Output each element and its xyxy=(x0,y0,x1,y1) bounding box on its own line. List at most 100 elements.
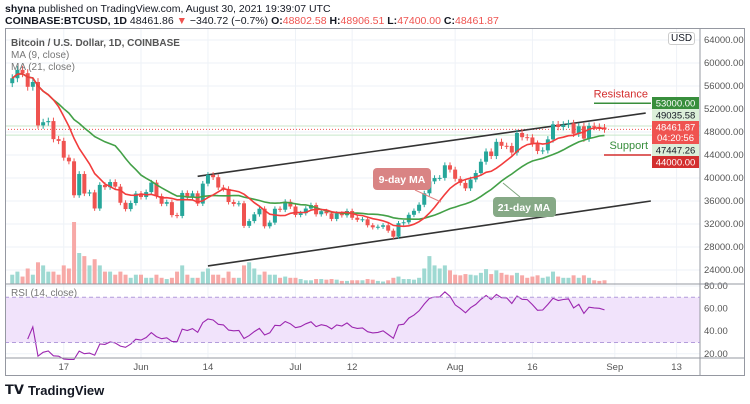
volume-bar xyxy=(365,279,370,284)
candle-body xyxy=(175,215,180,217)
volume-bar xyxy=(391,277,396,284)
rsi-tick-label: 80.00 xyxy=(704,281,728,292)
volume-bar xyxy=(61,265,66,284)
rsi-legend[interactable]: RSI (14, close) xyxy=(11,288,77,299)
volume-bar xyxy=(159,277,164,284)
volume-bar xyxy=(252,268,257,284)
volume-bar xyxy=(128,277,133,284)
volume-bar xyxy=(525,277,530,284)
low-value: 47400.00 xyxy=(397,15,441,27)
candle-body xyxy=(205,174,210,184)
candle-body xyxy=(587,125,592,139)
x-tick-label: Jul xyxy=(289,362,301,373)
ma9-pointer xyxy=(414,189,442,203)
published-text: published on TradingView.com, August 30,… xyxy=(38,3,331,15)
candles xyxy=(10,65,607,239)
candle-body xyxy=(139,193,143,197)
volume-bar xyxy=(221,277,226,284)
candle-body xyxy=(448,165,452,170)
candle-body xyxy=(41,122,46,126)
candle-body xyxy=(365,219,370,226)
ma21-legend[interactable]: MA (21, close) xyxy=(11,62,75,73)
volume-bar xyxy=(278,277,283,284)
candle-body xyxy=(437,177,442,179)
price-tick-label: 32000.00 xyxy=(704,219,744,230)
volume-bar xyxy=(587,277,592,284)
x-tick-label: 16 xyxy=(527,362,538,373)
candle-body xyxy=(489,151,494,157)
price-tick-label: 52000.00 xyxy=(704,104,744,115)
candle-body xyxy=(360,219,365,221)
price-tag xyxy=(652,156,699,168)
candle-body xyxy=(298,213,303,215)
volume-bar xyxy=(205,268,210,284)
candle-body xyxy=(478,161,483,173)
volume-bar xyxy=(489,274,494,284)
ma21-callout xyxy=(493,197,556,217)
volume-bar xyxy=(597,280,602,284)
volume-bar xyxy=(448,270,452,284)
currency-badge[interactable]: USD xyxy=(668,32,696,45)
volume-bar xyxy=(406,279,411,284)
price-tag-value: 48461.87 xyxy=(656,123,696,134)
volume-bar xyxy=(417,277,422,284)
candle-body xyxy=(504,145,509,147)
volume-bar xyxy=(381,281,386,284)
price-tick-label: 28000.00 xyxy=(704,242,744,253)
candle-body xyxy=(92,192,97,209)
x-tick-label: Sep xyxy=(606,362,623,373)
volume-bar xyxy=(545,276,550,284)
volume-bar xyxy=(401,279,406,284)
candle-body xyxy=(66,157,71,162)
candle-body xyxy=(334,213,339,219)
candle-body xyxy=(185,192,190,198)
volume-bar xyxy=(298,279,303,284)
candle-body xyxy=(396,223,401,237)
price-tag-value: 49035.58 xyxy=(656,111,696,122)
volume-bar xyxy=(267,274,272,284)
candle-body xyxy=(72,161,77,196)
x-tick-label: 12 xyxy=(347,362,358,373)
x-tick-label: Aug xyxy=(447,362,464,373)
candle-body xyxy=(411,210,416,215)
volume-bar xyxy=(242,265,246,284)
ma21-pointer xyxy=(502,182,521,198)
volume-bar xyxy=(236,277,241,284)
volume-bar xyxy=(602,280,607,284)
volume-bar xyxy=(303,280,308,284)
ma21-line xyxy=(11,72,605,220)
tradingview-logo[interactable]: 𝗧𝗩 TradingView xyxy=(5,382,104,398)
author[interactable]: shyna xyxy=(5,3,36,15)
tv-logo-icon: 𝗧𝗩 xyxy=(5,382,24,397)
volume-bar xyxy=(386,280,391,284)
candle-body xyxy=(97,184,102,209)
x-tick-label: 17 xyxy=(58,362,69,373)
price-chart[interactable]: Resistance Support 9-day MA 21-day MA 53000.… xyxy=(0,0,750,380)
candle-body xyxy=(252,214,257,222)
candle-body xyxy=(128,203,133,210)
candle-body xyxy=(169,202,174,216)
volume-bar xyxy=(355,280,360,284)
volume-bar xyxy=(339,280,344,284)
volume-bar xyxy=(20,276,25,284)
candle-body xyxy=(551,124,555,140)
candle-body xyxy=(61,140,66,158)
close-label: C: xyxy=(443,15,455,27)
price-tag-value: 53000.00 xyxy=(656,99,696,110)
volume-bar xyxy=(283,276,288,284)
candle-body xyxy=(113,182,118,187)
trendline xyxy=(197,112,646,178)
volume-bar xyxy=(92,259,97,284)
candle-body xyxy=(20,69,25,74)
volume-bar xyxy=(10,274,15,284)
trendline xyxy=(207,200,651,267)
candle-body xyxy=(195,193,200,204)
candle-body xyxy=(484,151,489,162)
volume-bar xyxy=(211,274,216,284)
candle-body xyxy=(216,177,221,188)
last-price: 48461.86 xyxy=(129,15,174,27)
candle-body xyxy=(267,222,272,227)
price-tick-label: 40000.00 xyxy=(704,173,744,184)
ma9-legend[interactable]: MA (9, close) xyxy=(11,50,69,61)
low-label: L: xyxy=(387,15,398,27)
